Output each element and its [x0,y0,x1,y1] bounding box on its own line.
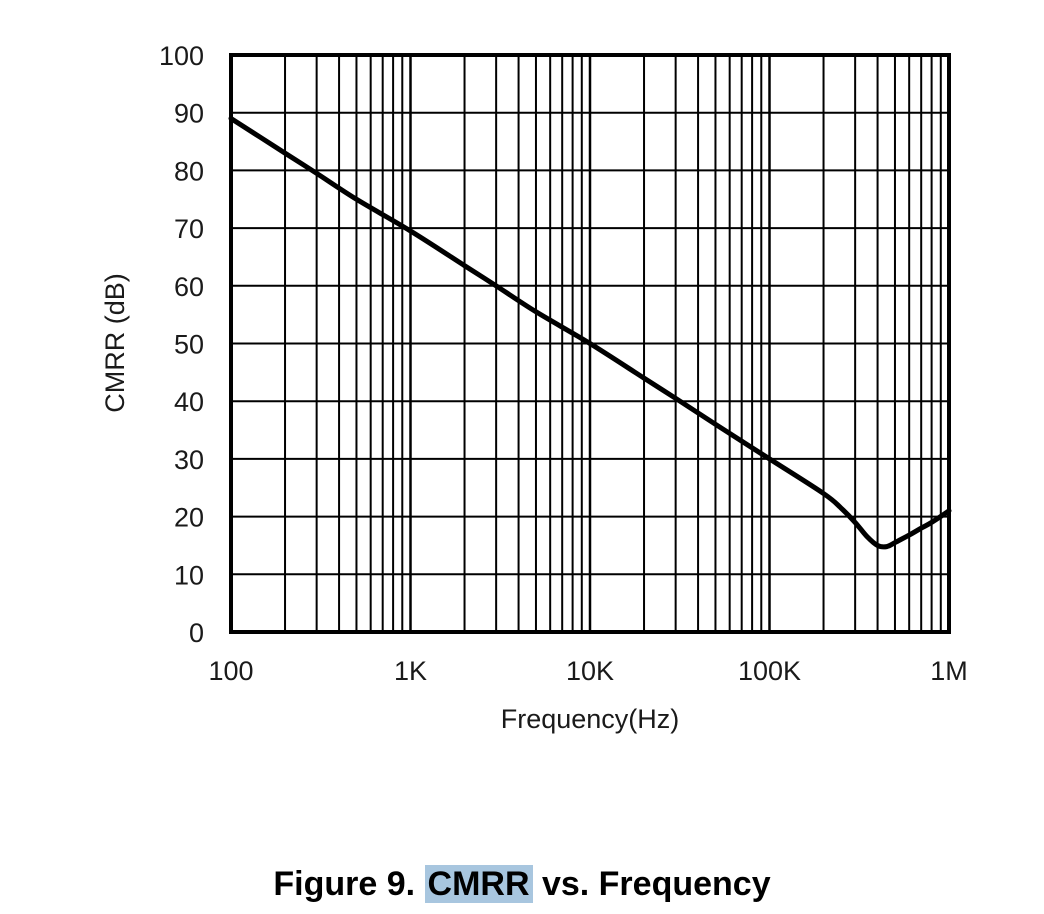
x-tick-label: 1K [394,656,427,686]
x-tick-label: 10K [566,656,614,686]
x-tick-label: 100K [738,656,801,686]
y-tick-label: 60 [174,272,204,302]
y-tick-label: 70 [174,214,204,244]
grid [229,53,951,634]
caption-highlight: CMRR [424,865,533,903]
plot-frame [229,53,951,634]
x-axis-title: Frequency(Hz) [501,704,680,734]
y-tick-label: 90 [174,99,204,129]
x-tick-label: 100 [208,656,253,686]
y-tick-label: 0 [189,618,204,648]
series-line-cmrr [228,116,952,550]
y-tick-label: 50 [174,330,204,360]
y-axis-ticks: 0 10 20 30 40 50 60 70 80 90 100 [159,41,204,648]
figure-caption: Figure 9. CMRR vs. Frequency [0,858,1044,910]
series-cmrr [228,116,952,550]
caption-suffix: vs. Frequency [532,865,771,903]
y-tick-label: 100 [159,41,204,71]
y-axis-title: CMRR (dB) [100,273,130,413]
x-tick-label: 1M [930,656,968,686]
y-tick-label: 80 [174,156,204,186]
y-tick-label: 20 [174,503,204,533]
y-tick-label: 30 [174,445,204,475]
y-tick-label: 10 [174,560,204,590]
y-tick-label: 40 [174,387,204,417]
caption-prefix: Figure 9. [273,865,425,903]
x-axis-ticks: 100 1K 10K 100K 1M [208,656,967,686]
